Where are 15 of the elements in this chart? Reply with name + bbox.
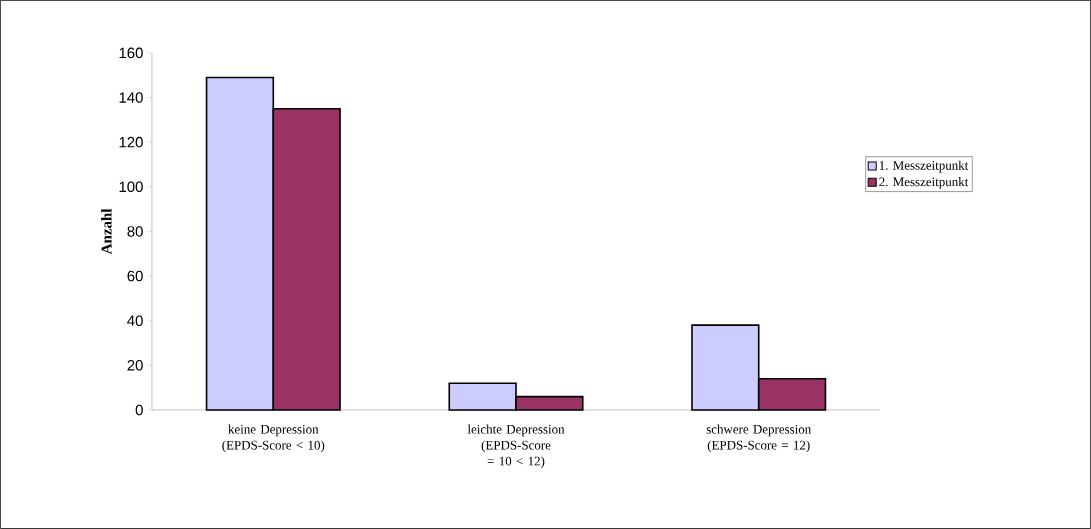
y-tick-label: 20 — [127, 360, 143, 371]
y-axis-title: Anzahl — [101, 208, 112, 255]
y-tick-label: 80 — [127, 226, 143, 237]
y-tick-label: 40 — [127, 315, 143, 327]
y-tick-label: 140 — [119, 92, 143, 103]
y-tick-label: 0 — [135, 404, 143, 416]
x-tick-label: leichte Depression (EPDS-Score = 10 < 12) — [467, 424, 565, 469]
legend-label: 2. Messzeitpunkt — [879, 177, 969, 189]
y-tick-label: 120 — [119, 136, 143, 148]
x-tick-label: keine Depression (EPDS-Score < 10) — [222, 424, 325, 453]
y-tick-label: 100 — [119, 181, 143, 193]
x-tick-label: schwere Depression (EPDS-Score = 12) — [706, 424, 812, 453]
y-tick-label: 160 — [119, 47, 143, 59]
y-tick-label: 60 — [127, 270, 143, 282]
legend-label: 1. Messzeitpunkt — [879, 160, 969, 173]
